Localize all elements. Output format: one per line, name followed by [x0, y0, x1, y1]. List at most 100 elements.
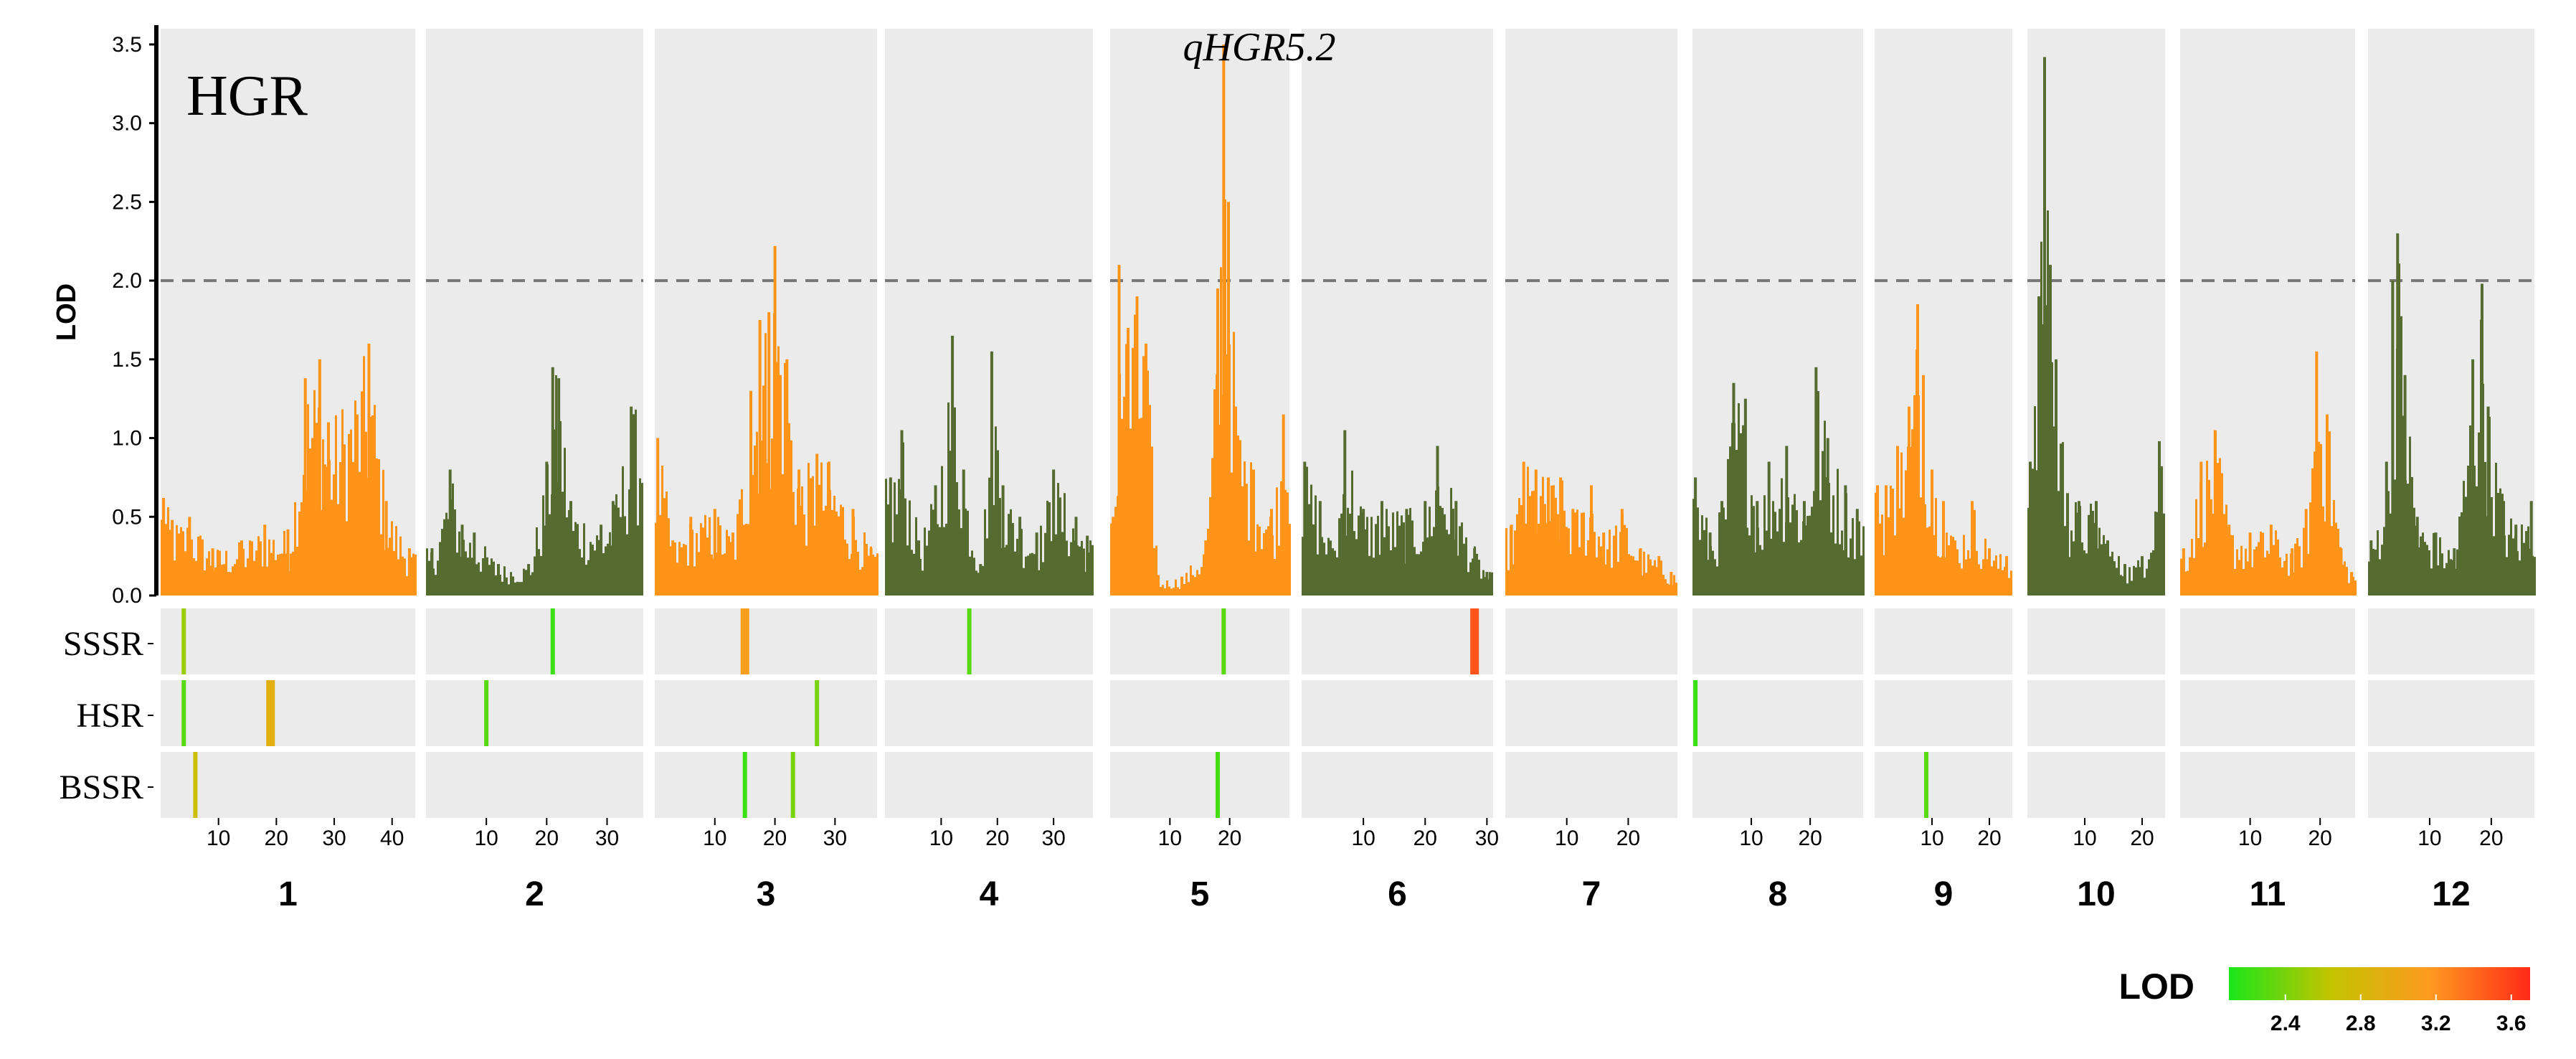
lod-peak-bar	[1204, 540, 1208, 596]
lod-bar	[1138, 418, 1140, 596]
lod-bar	[792, 491, 795, 596]
lod-bar	[1441, 507, 1444, 596]
lod-bar	[1656, 567, 1658, 596]
lod-bar	[702, 527, 704, 596]
lod-bar	[756, 431, 758, 596]
lod-bar	[743, 524, 745, 596]
track-mark-bssr	[1216, 752, 1220, 818]
lod-bar	[1134, 314, 1136, 596]
qtl-annotation: qHGR5.2	[1183, 25, 1335, 70]
track-panel-sssr	[161, 608, 415, 674]
lod-bar	[1130, 428, 1132, 596]
lod-bar	[2448, 550, 2450, 596]
lod-bar	[2040, 241, 2042, 596]
lod-bar	[1753, 506, 1755, 596]
track-panel-hsr	[885, 680, 1093, 746]
lod-bar	[666, 491, 668, 596]
lod-bar	[2081, 542, 2083, 596]
lod-bar	[1643, 551, 1645, 596]
track-panel-hsr	[2027, 680, 2165, 746]
lod-bar	[2137, 560, 2139, 596]
lod-bar	[624, 516, 626, 596]
lod-bar	[268, 539, 270, 596]
lod-bar	[2372, 548, 2374, 596]
lod-bar	[1323, 542, 1325, 596]
lod-bar	[1703, 530, 1705, 596]
lod-peak-bar	[1112, 517, 1115, 596]
lod-bar	[2499, 488, 2501, 596]
lod-peak-bar	[749, 390, 753, 596]
lod-bar	[1121, 418, 1123, 596]
lod-bar	[2420, 536, 2422, 596]
lod-bar	[165, 524, 167, 596]
track-panel-hsr	[1692, 680, 1863, 746]
lod-bar	[169, 530, 171, 596]
lod-peak-bar	[900, 430, 904, 596]
lod-bar	[1398, 525, 1401, 596]
lod-bar	[303, 474, 305, 596]
lod-peak-bar	[2248, 532, 2252, 596]
lod-bar	[1963, 535, 1965, 596]
lod-bar	[469, 542, 471, 596]
lod-bar	[1338, 518, 1340, 596]
legend-tick-label: 3.6	[2496, 1012, 2527, 1035]
lod-bar	[311, 438, 313, 596]
track-panel-bssr	[1875, 752, 2012, 818]
lod-bar	[681, 547, 683, 596]
lod-bar	[674, 542, 676, 596]
lod-bar	[1948, 545, 1950, 596]
lod-bar	[741, 489, 743, 596]
lod-bar	[868, 555, 870, 596]
lod-bar	[1982, 559, 1984, 596]
lod-bar	[445, 512, 448, 596]
lod-bar	[2506, 557, 2508, 596]
lod-bar	[262, 566, 264, 596]
lod-bar	[583, 523, 585, 596]
lod-bar	[1729, 446, 1731, 596]
lod-bar	[339, 461, 341, 596]
lod-bar	[1781, 478, 1783, 596]
lod-bar	[2109, 556, 2111, 596]
lod-bar	[2212, 514, 2215, 596]
lod-peak-bar	[1767, 461, 1771, 596]
chromosome-label: 11	[2250, 875, 2286, 913]
lod-bar	[2146, 568, 2148, 596]
lod-bar	[812, 476, 814, 596]
lod-bar	[1396, 511, 1398, 596]
track-mark-bssr	[742, 752, 747, 818]
lod-bar	[594, 550, 596, 596]
x-tick-label: 20	[985, 827, 1009, 850]
lod-bar	[1628, 554, 1630, 596]
lod-bar	[1950, 535, 1952, 596]
lod-bar	[344, 444, 346, 596]
track-panel-sssr	[1505, 608, 1677, 674]
lod-bar	[2497, 492, 2499, 596]
lod-bar	[771, 438, 773, 596]
lod-bar	[1330, 540, 1332, 596]
lod-bar	[491, 558, 493, 596]
lod-bar	[885, 479, 887, 596]
lod-bar	[202, 539, 204, 596]
lod-bar	[1570, 554, 1572, 596]
lod-bar	[1860, 555, 1862, 596]
lod-peak-bar	[2369, 540, 2373, 596]
lod-bar	[1647, 554, 1649, 596]
lod-peak-bar	[827, 461, 830, 596]
lod-peak-bar	[1916, 304, 1919, 596]
lod-bar	[855, 540, 857, 596]
lod-peak-bar	[240, 540, 243, 596]
lod-bar	[195, 560, 197, 596]
lod-bar	[206, 558, 208, 596]
lod-bar	[737, 514, 739, 596]
lod-bar	[382, 469, 384, 596]
lod-bar	[253, 560, 255, 596]
legend-tick-label: 2.4	[2270, 1012, 2301, 1035]
x-tick-label: 40	[380, 827, 404, 850]
lod-bar	[838, 516, 840, 596]
lod-bar	[2307, 553, 2309, 596]
track-panel-hsr	[1875, 680, 2012, 746]
lod-peak-bar	[1876, 485, 1879, 596]
lod-bar	[1207, 528, 1209, 596]
lod-bar	[730, 542, 732, 596]
lod-bar	[2398, 263, 2400, 596]
